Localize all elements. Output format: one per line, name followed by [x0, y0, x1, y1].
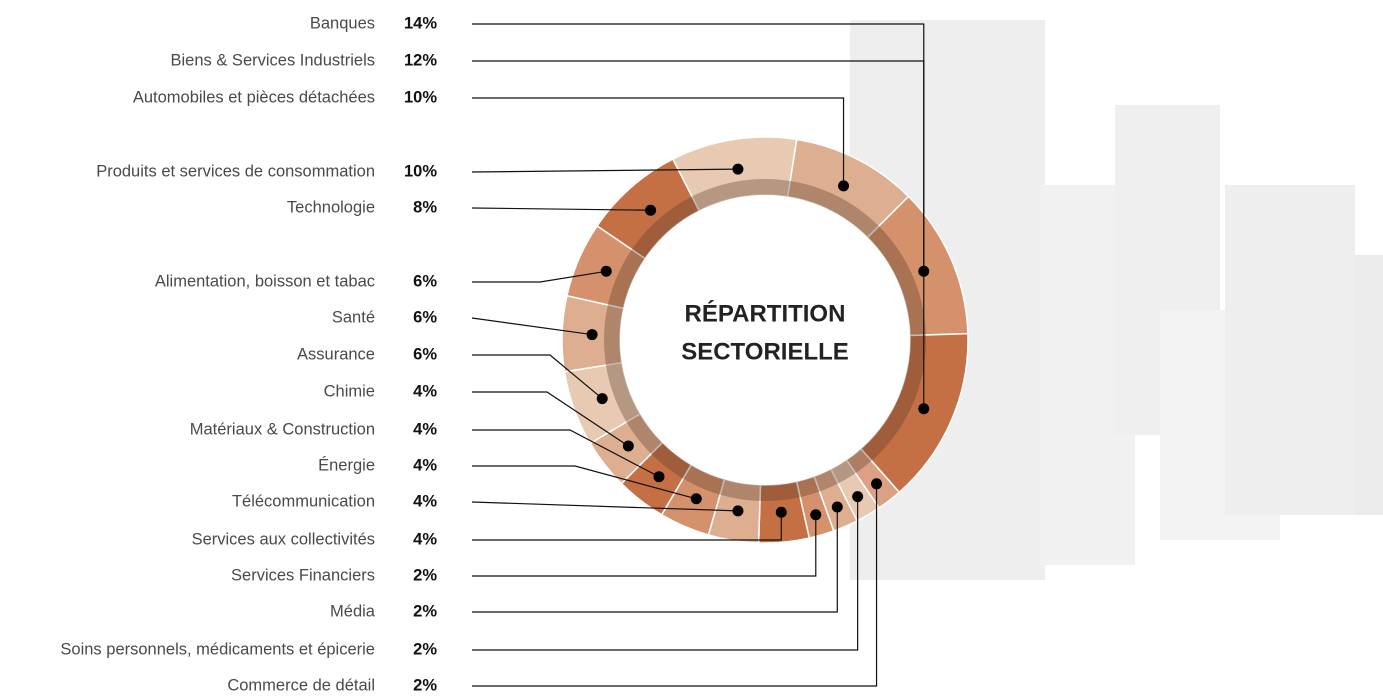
- value-label: 4%: [413, 456, 437, 474]
- value-label: 4%: [413, 492, 437, 510]
- chart-title: RÉPARTITION: [685, 299, 846, 327]
- slice-dot: [832, 502, 843, 513]
- slice-dot: [732, 164, 743, 175]
- slice-dot: [623, 441, 634, 452]
- category-label: Énergie: [318, 455, 375, 474]
- slice-dot: [918, 266, 929, 277]
- value-label: 10%: [404, 88, 437, 106]
- category-label: Services Financiers: [231, 566, 375, 584]
- chart: RÉPARTITION SECTORIELLE Banques 14% Biens …: [0, 0, 1383, 697]
- slice-dot: [776, 507, 787, 518]
- category-label: Services aux collectivités: [192, 530, 375, 548]
- value-label: 10%: [404, 162, 437, 180]
- value-label: 2%: [413, 566, 437, 584]
- slice-dot: [587, 329, 598, 340]
- value-label: 8%: [413, 198, 437, 216]
- category-label: Banques: [310, 14, 375, 32]
- category-label: Automobiles et pièces détachées: [133, 88, 375, 106]
- value-label: 12%: [404, 51, 437, 69]
- value-label: 4%: [413, 382, 437, 400]
- slice-dot: [852, 491, 863, 502]
- chart-title: SECTORIELLE: [681, 338, 849, 365]
- value-label: 2%: [413, 640, 437, 658]
- value-label: 6%: [413, 272, 437, 290]
- value-label: 14%: [404, 14, 437, 32]
- value-label: 4%: [413, 530, 437, 548]
- category-label: Santé: [332, 308, 375, 326]
- category-label: Soins personnels, médicaments et épiceri…: [60, 640, 375, 658]
- category-label: Technologie: [287, 198, 375, 216]
- category-label: Assurance: [297, 345, 375, 363]
- category-label: Produits et services de consommation: [96, 162, 375, 180]
- value-label: 6%: [413, 308, 437, 326]
- slice-dot: [653, 471, 664, 482]
- category-label: Télécommunication: [232, 492, 375, 510]
- value-label: 4%: [413, 420, 437, 438]
- category-label: Matériaux & Construction: [190, 420, 375, 438]
- slice-dot: [871, 478, 882, 489]
- category-label: Chimie: [324, 382, 375, 400]
- value-label: 2%: [413, 602, 437, 620]
- slice-dot: [810, 509, 821, 520]
- slice-dot: [645, 205, 656, 216]
- category-label: Alimentation, boisson et tabac: [155, 272, 375, 290]
- category-label: Commerce de détail: [227, 676, 375, 694]
- category-label: Média: [330, 602, 376, 620]
- category-label: Biens & Services Industriels: [170, 51, 375, 69]
- slice-dot: [838, 180, 849, 191]
- value-label: 2%: [413, 676, 437, 694]
- value-label: 6%: [413, 345, 437, 363]
- slice-dot: [918, 403, 929, 414]
- slice-dot: [601, 266, 612, 277]
- page: RÉPARTITION SECTORIELLE Banques 14% Biens …: [0, 0, 1383, 697]
- slice-dot: [597, 393, 608, 404]
- slice-dot: [732, 505, 743, 516]
- slice-dot: [691, 493, 702, 504]
